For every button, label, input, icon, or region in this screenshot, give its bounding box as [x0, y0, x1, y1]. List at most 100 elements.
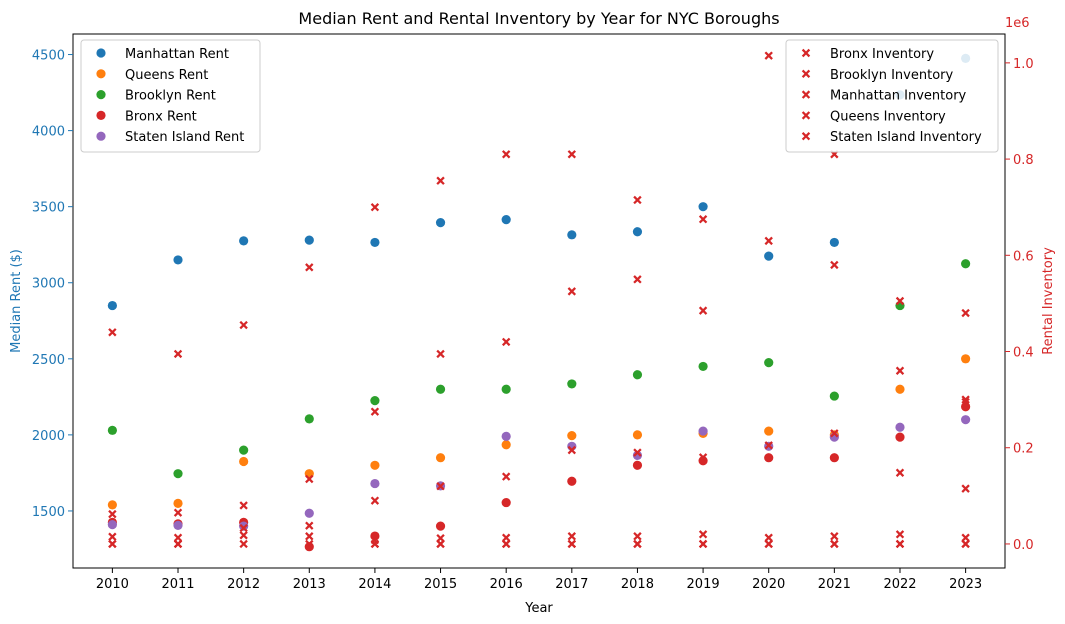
inventory-point	[567, 445, 577, 455]
inventory-point	[830, 260, 839, 270]
inventory-point	[305, 539, 314, 549]
inventory-point	[173, 533, 183, 542]
inventory-point	[895, 539, 905, 549]
rent-point	[173, 520, 183, 531]
rent-point	[764, 453, 774, 463]
y-left-tick-label: 4000	[32, 125, 65, 140]
rent-point	[173, 469, 183, 479]
plot-frame	[72, 33, 1006, 569]
inventory-point	[108, 532, 117, 541]
x-tick-label: 2018	[621, 577, 654, 592]
inventory-point	[305, 532, 314, 541]
legend-marker	[96, 90, 106, 100]
y-right-tick-label: 0.4	[1013, 346, 1034, 361]
rent-point	[107, 520, 117, 530]
rent-point	[829, 391, 839, 401]
inventory-point	[764, 533, 773, 542]
y-axis-right: 0.0 0.2 0.4 0.6 0.8 1.0	[1005, 57, 1034, 553]
inventory-point	[567, 532, 577, 541]
rent-point	[567, 476, 577, 486]
rent-point	[304, 542, 314, 552]
inventory-point	[633, 195, 642, 205]
rent-point	[304, 414, 314, 424]
y-axis-left: 1500 2000 2500 3000 3500 4000 4500	[32, 49, 73, 520]
inventory-point	[698, 539, 708, 549]
rent-point	[501, 431, 511, 442]
rent-point	[173, 255, 183, 265]
inventory-point	[764, 441, 773, 450]
rent-point	[698, 361, 708, 372]
inventory-point	[239, 320, 248, 330]
inventory-point	[305, 521, 314, 530]
legend-marker	[96, 48, 106, 58]
inventory-point	[764, 51, 773, 60]
legend-label: Brooklyn Rent	[125, 89, 216, 104]
inventory-point	[698, 453, 708, 462]
rent-point	[501, 384, 511, 394]
y-left-tick-label: 3000	[32, 277, 65, 292]
inventory-point	[501, 150, 511, 159]
inventory-point	[436, 482, 445, 491]
inventory-point	[108, 328, 117, 337]
rent-point	[435, 453, 446, 463]
rent-point	[698, 426, 708, 436]
inventory-point	[961, 395, 970, 404]
legend-marker	[96, 131, 106, 141]
inventory-point	[370, 539, 380, 549]
inventory-point	[567, 150, 577, 159]
rent-point	[239, 445, 249, 455]
rent-point	[239, 236, 249, 246]
x-tick-label: 2022	[883, 577, 916, 592]
legend-box	[80, 39, 261, 153]
legend-marker	[801, 48, 811, 58]
inventory-point	[173, 349, 183, 359]
rent-point	[107, 500, 117, 510]
inventory-point	[698, 215, 708, 224]
rent-point	[370, 396, 380, 406]
x-tick-label: 2012	[227, 577, 260, 592]
rent-point	[370, 478, 380, 489]
inventory-point	[173, 539, 183, 549]
inventory-point	[436, 176, 445, 185]
y-right-tick-label: 0.2	[1013, 442, 1034, 457]
inventory-point	[961, 484, 970, 493]
legend-box	[785, 39, 999, 153]
y-left-tick-label: 4500	[32, 49, 65, 64]
inventory-point	[764, 236, 773, 246]
x-axis-label: Year	[524, 601, 553, 616]
x-tick-label: 2019	[687, 577, 720, 592]
x-tick-label: 2010	[96, 577, 129, 592]
y-right-tick-label: 0.6	[1013, 249, 1034, 264]
y-left-tick-label: 1500	[32, 505, 65, 520]
legend-label: Queens Rent	[125, 68, 208, 83]
rent-point	[764, 251, 774, 261]
rent-point	[304, 508, 314, 518]
inventory-point	[173, 508, 183, 517]
rent-point	[567, 379, 577, 389]
inventory-point	[830, 532, 839, 541]
x-tick-label: 2013	[293, 577, 326, 592]
y-left-tick-label: 2500	[32, 353, 65, 368]
legend-label: Staten Island Rent	[125, 130, 244, 145]
inventory-point	[830, 429, 839, 438]
legend-label: Bronx Inventory	[830, 47, 934, 62]
inventory-point	[501, 472, 511, 481]
rent-point	[239, 456, 249, 467]
legend-label: Manhattan Rent	[125, 47, 229, 62]
legend-marker	[96, 110, 106, 120]
rent-point	[239, 521, 249, 531]
inventory-point	[239, 501, 248, 510]
inventory-point	[501, 533, 511, 542]
rent-point	[632, 430, 643, 440]
rent-point	[895, 422, 905, 432]
rent-point	[829, 237, 839, 248]
rent-point	[895, 432, 905, 442]
rent-point	[764, 426, 774, 436]
rent-point	[961, 354, 971, 364]
x-tick-label: 2017	[555, 577, 588, 592]
rent-point	[632, 460, 643, 470]
inventory-point	[633, 532, 642, 541]
legend-marker	[801, 132, 811, 141]
legend-marker	[801, 111, 811, 120]
